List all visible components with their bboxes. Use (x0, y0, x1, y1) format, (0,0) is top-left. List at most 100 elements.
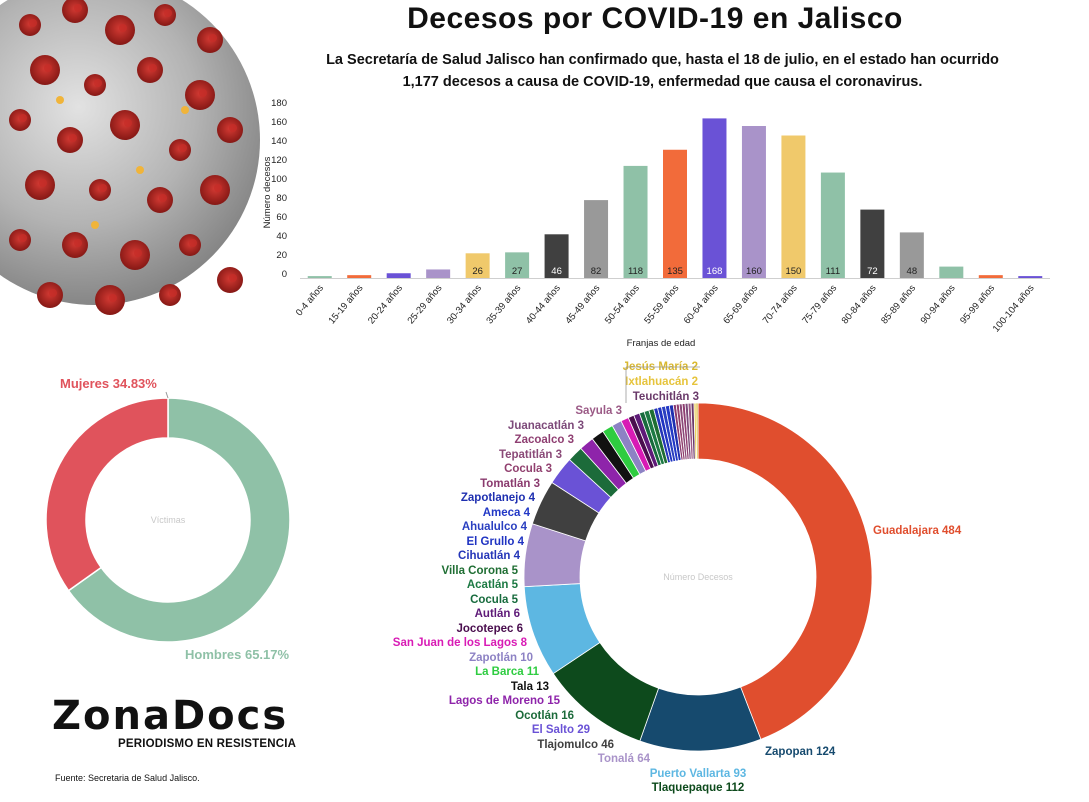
municipality-label: El Grullo 4 (466, 536, 524, 548)
x-tick-label: 50-54 años (603, 283, 642, 327)
spike-highlight (99, 184, 107, 192)
bar-value-label: 111 (826, 266, 840, 277)
municipality-label: Juanacatlán 3 (508, 420, 584, 432)
bar-35-39-años (505, 252, 530, 278)
label-leader-line (165, 391, 169, 399)
spike-highlight (164, 9, 172, 17)
spike-highlight (149, 64, 157, 72)
bar-25-29-años (426, 269, 451, 278)
x-tick-label: 75-79 años (800, 283, 839, 327)
subtitle-line-2: 1,177 decesos a causa de COVID-19, enfer… (402, 74, 923, 90)
bar-55-59-años (663, 149, 687, 278)
x-tick-label: 85-89 años (879, 283, 918, 327)
bar-value-label: 168 (707, 266, 723, 277)
municipality-label: Ocotlán 16 (515, 710, 574, 722)
x-axis-label: Franjas de edad (627, 338, 696, 349)
slice-label-women: Mujeres 34.83% (60, 376, 157, 391)
x-tick-label: 65-69 años (721, 283, 760, 327)
donut-center-label: Número Decesos (663, 572, 733, 582)
spike-highlight (214, 184, 222, 192)
y-tick-label: 100 (271, 174, 287, 185)
source-note: Fuente: Secretaria de Salud Jalisco. (55, 773, 200, 783)
bar-value-label: 82 (591, 266, 602, 277)
zonadocs-logo: ZonaDocs PERIODISMO EN RESISTENCIA (52, 694, 312, 756)
municipality-label: El Salto 29 (532, 724, 590, 736)
spike-protein (62, 0, 88, 23)
municipality-label: Cocula 3 (504, 463, 552, 475)
municipality-label: Autlán 6 (475, 608, 520, 620)
municipality-label: Guadalajara 484 (873, 525, 962, 537)
municipality-label: Cihuatlán 4 (458, 550, 521, 562)
bar-value-label: 27 (512, 266, 523, 277)
spike-highlight (179, 144, 187, 152)
y-tick-label: 140 (271, 136, 287, 147)
bar-value-label: 46 (551, 266, 562, 277)
protein-dot (56, 96, 64, 104)
spike-highlight (74, 239, 82, 247)
y-tick-label: 20 (276, 250, 287, 261)
bar-value-label: 26 (472, 266, 483, 277)
donut-center-label: Víctimas (151, 515, 186, 525)
municipality-label: Tala 13 (511, 681, 549, 693)
municipality-label: Cocula 5 (470, 594, 519, 606)
gender-donut-chart: Víctimas Mujeres 34.83% Hombres 65.17% (45, 376, 291, 662)
x-tick-label: 0-4 años (294, 283, 326, 319)
municipality-label: Zacoalco 3 (515, 434, 574, 446)
x-tick-label: 15-19 años (327, 283, 366, 327)
logo-tagline: PERIODISMO EN RESISTENCIA (118, 738, 297, 750)
bar-30-34-años (465, 253, 490, 278)
bar-75-79-años (820, 172, 845, 278)
municipality-label: Tepatitlán 3 (499, 449, 562, 461)
protein-dot (91, 221, 99, 229)
x-tick-label: 25-29 años (405, 283, 444, 327)
spike-highlight (134, 249, 142, 257)
y-tick-label: 40 (276, 231, 287, 242)
bar-90-94-años (939, 266, 964, 278)
municipality-label: Puerto Vallarta 93 (650, 768, 747, 780)
x-tick-label: 95-99 años (958, 283, 997, 327)
bar-60-64-años (702, 118, 727, 279)
spike-highlight (69, 134, 77, 142)
gender-slice (67, 397, 291, 643)
spike-highlight (229, 274, 237, 282)
x-tick-label: 35-39 años (484, 283, 523, 327)
municipality-slice (697, 402, 873, 740)
x-tick-label: 70-74 años (761, 283, 800, 327)
page-title: Decesos por COVID-19 en Jalisco (407, 2, 903, 35)
x-tick-label: 80-84 años (840, 283, 879, 327)
bar-50-54-años (623, 165, 648, 278)
bar-45-49-años (584, 200, 609, 278)
y-tick-label: 160 (271, 117, 287, 128)
spike-highlight (74, 4, 82, 12)
x-tick-label: 60-64 años (682, 283, 721, 327)
bar-value-label: 118 (628, 266, 643, 277)
bar-85-89-años (899, 232, 924, 278)
municipality-label: Teuchitlán 3 (633, 391, 699, 403)
municipality-donut-chart: Número Decesos Guadalajara 484 Zapopan 124… (393, 361, 962, 794)
municipality-label: Zapotlanejo 4 (461, 492, 536, 504)
coronavirus-illustration (0, 0, 260, 315)
bar-95-99-años (978, 275, 1003, 278)
municipality-label: Acatlán 5 (467, 579, 519, 591)
gender-slice (45, 397, 169, 592)
x-tick-label: 40-44 años (524, 283, 563, 327)
protein-dot (136, 166, 144, 174)
bar-100-104-años (1018, 276, 1043, 278)
spike-highlight (44, 64, 52, 72)
municipality-label: Jocotepec 6 (457, 623, 523, 635)
bar-value-label: 150 (785, 266, 801, 277)
municipality-label: Tonalá 64 (598, 753, 651, 765)
bar-value-label: 48 (907, 266, 918, 277)
municipality-label: Tomatlán 3 (480, 478, 540, 490)
spike-highlight (94, 79, 102, 87)
municipality-label: Lagos de Moreno 15 (449, 695, 561, 707)
spike-highlight (229, 124, 237, 132)
subtitle-line-1: La Secretaría de Salud Jalisco han confi… (326, 52, 999, 68)
municipality-label: La Barca 11 (475, 666, 540, 678)
spike-highlight (124, 119, 132, 127)
spike-highlight (49, 289, 57, 297)
y-tick-label: 0 (282, 269, 287, 280)
spike-highlight (119, 24, 127, 32)
y-axis-label: Número decesos (262, 156, 273, 228)
x-tick-label: 20-24 años (366, 283, 405, 327)
